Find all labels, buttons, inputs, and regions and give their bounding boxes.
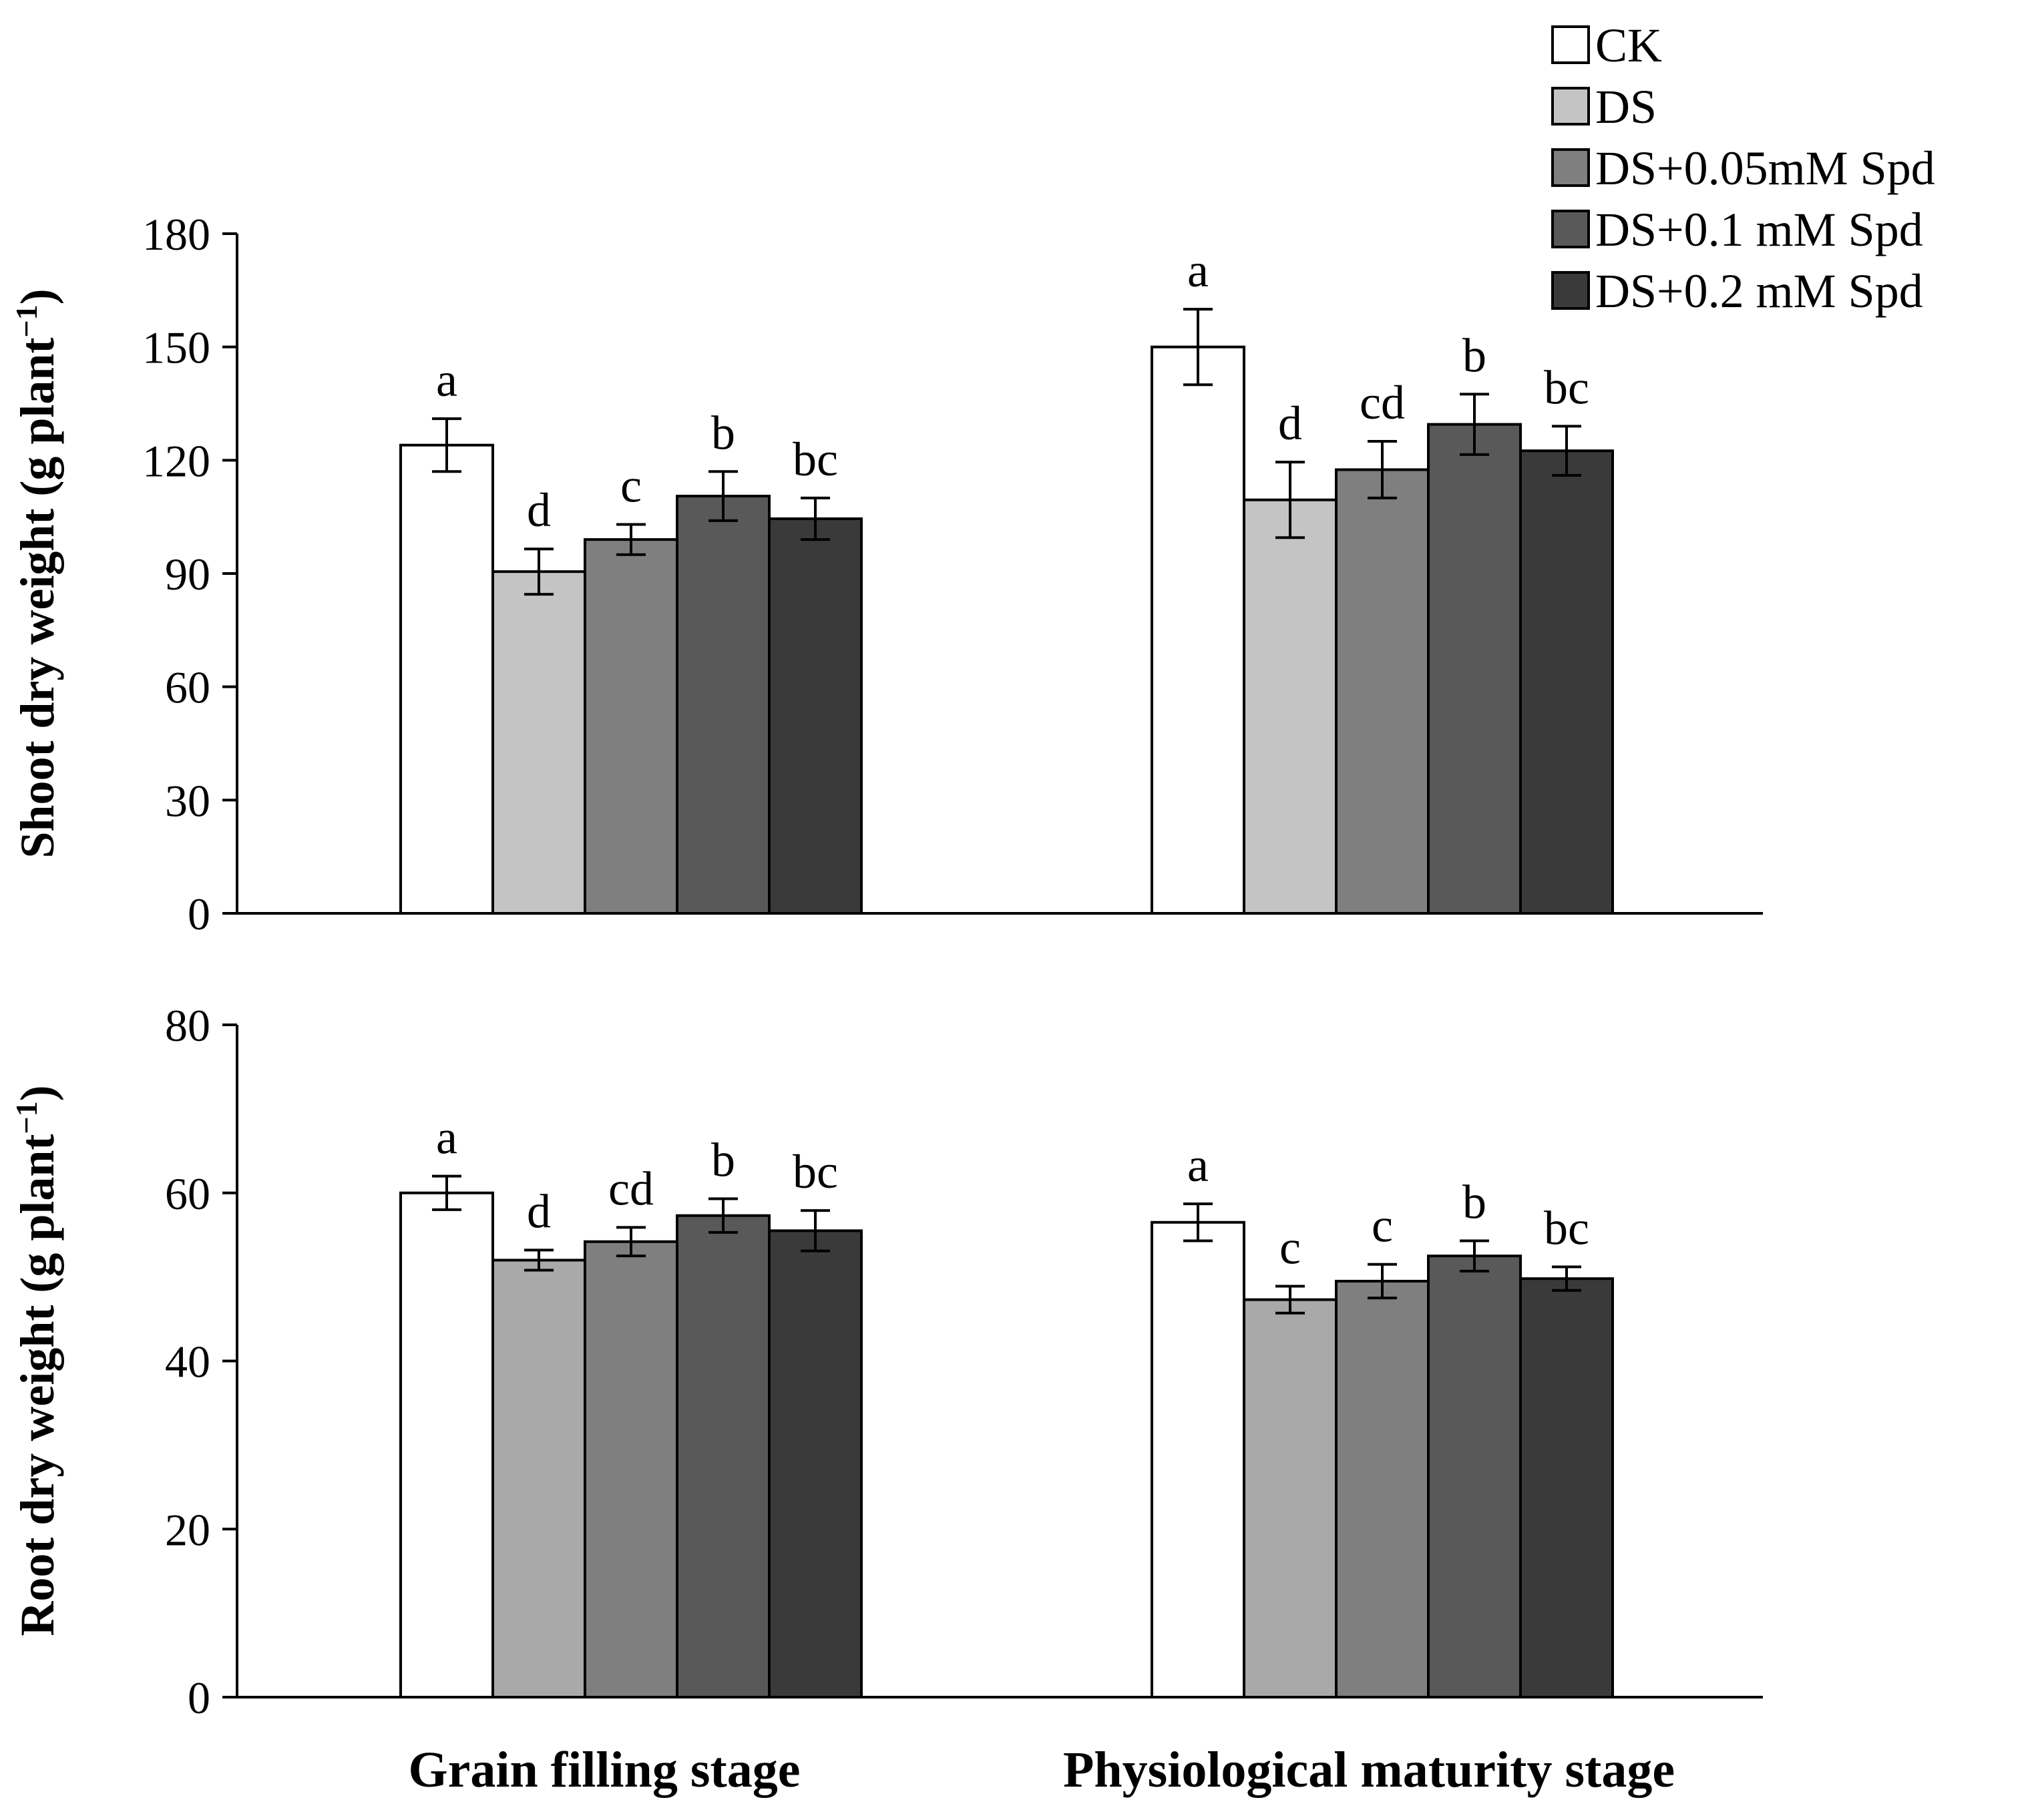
root-significance-letter: b [711, 1134, 735, 1187]
legend: CK DS DS+0.05mM Spd DS+0.1 mM Spd DS+0.2 mM … [1551, 19, 1935, 318]
shoot-bar [1519, 449, 1614, 915]
root-bar [676, 1214, 771, 1698]
root-significance-letter: a [1187, 1138, 1209, 1192]
shoot-significance-letter: b [711, 406, 735, 459]
root-y-tick-label: 0 [188, 1672, 210, 1723]
root-significance-letter: b [1462, 1175, 1486, 1228]
root-bar [768, 1229, 863, 1699]
root-significance-letter: bc [1544, 1202, 1589, 1255]
root-bar [584, 1240, 678, 1698]
shoot-significance-letter: a [1187, 244, 1209, 297]
shoot-significance-letter: cd [1360, 376, 1405, 429]
shoot-bar [1427, 423, 1522, 915]
shoot-significance-letter: bc [793, 433, 838, 486]
root-y-axis-title-sup: −1 [9, 1101, 43, 1134]
root-panel: 0 20 40 60 80 Root dry weight (g plant−1) a a d c… [9, 1000, 1763, 1798]
root-bar [1243, 1298, 1338, 1698]
root-significance-letter: c [1279, 1220, 1301, 1274]
root-significance-letter: cd [608, 1162, 654, 1215]
root-significance-letter: d [527, 1184, 551, 1238]
shoot-y-tick-label: 0 [188, 889, 210, 939]
category-label: Grain filling stage [409, 1742, 801, 1798]
root-y-tick-label: 20 [165, 1504, 210, 1555]
shoot-significance-letter: d [527, 483, 551, 537]
shoot-y-axis-title: Shoot dry weight (g plant−1) [9, 288, 65, 858]
root-significance-letter: a [436, 1111, 457, 1164]
root-bar [1335, 1279, 1430, 1698]
category-label: Physiological maturity stage [1063, 1742, 1675, 1798]
shoot-significance-letter: d [1278, 397, 1302, 450]
root-y-axis-title-close: ) [11, 1085, 64, 1101]
legend-label: DS+0.2 mM Spd [1595, 264, 1923, 318]
legend-swatch [1551, 210, 1590, 248]
root-bar [399, 1191, 494, 1698]
shoot-bar [1151, 345, 1245, 915]
shoot-y-tick-label: 30 [165, 775, 210, 826]
legend-swatch [1551, 87, 1590, 126]
shoot-bar [584, 538, 678, 915]
shoot-bar [1335, 468, 1430, 915]
shoot-significance-letter: c [620, 459, 642, 512]
root-y-tick-label: 40 [165, 1337, 210, 1387]
shoot-y-tick-label: 150 [142, 322, 210, 373]
legend-label: DS+0.1 mM Spd [1595, 203, 1923, 256]
root-bar [1427, 1255, 1522, 1698]
root-bar [1519, 1277, 1614, 1698]
shoot-significance-letter: a [436, 353, 457, 407]
shoot-y-tick-label: 60 [165, 662, 210, 713]
legend-label: DS+0.05mM Spd [1595, 142, 1935, 195]
root-bar [1151, 1220, 1245, 1698]
root-significance-letter: bc [793, 1145, 838, 1198]
shoot-y-axis-title-text: Shoot dry weight (g plant [11, 338, 64, 859]
legend-label: DS [1595, 80, 1657, 134]
shoot-y-tick-label: 90 [165, 549, 210, 600]
legend-label: CK [1595, 19, 1662, 72]
shoot-y-axis-title-sup: −1 [9, 304, 43, 337]
shoot-y-axis-title-close: ) [11, 288, 64, 304]
shoot-significance-letter: bc [1544, 361, 1589, 414]
shoot-bar [676, 495, 771, 915]
shoot-bar [491, 570, 586, 915]
root-y-axis-title-text: Root dry weight (g plant [11, 1134, 64, 1636]
shoot-y-tick-label: 180 [142, 209, 210, 260]
shoot-bar [399, 443, 494, 915]
legend-swatch [1551, 271, 1590, 310]
root-significance-letter: c [1372, 1199, 1393, 1253]
root-bar [491, 1259, 586, 1698]
legend-swatch [1551, 25, 1590, 64]
shoot-bar [1243, 498, 1338, 915]
legend-swatch [1551, 148, 1590, 187]
shoot-y-tick-label: 120 [142, 435, 210, 486]
shoot-bar [768, 517, 863, 915]
shoot-panel: 0 30 60 90 120 150 180 Shoot dry weight (g plan… [9, 209, 1763, 939]
shoot-significance-letter: b [1462, 328, 1486, 382]
root-y-axis-title: Root dry weight (g plant−1) [9, 1085, 65, 1636]
root-y-tick-label: 60 [165, 1168, 210, 1219]
root-y-tick-label: 80 [165, 1000, 210, 1051]
